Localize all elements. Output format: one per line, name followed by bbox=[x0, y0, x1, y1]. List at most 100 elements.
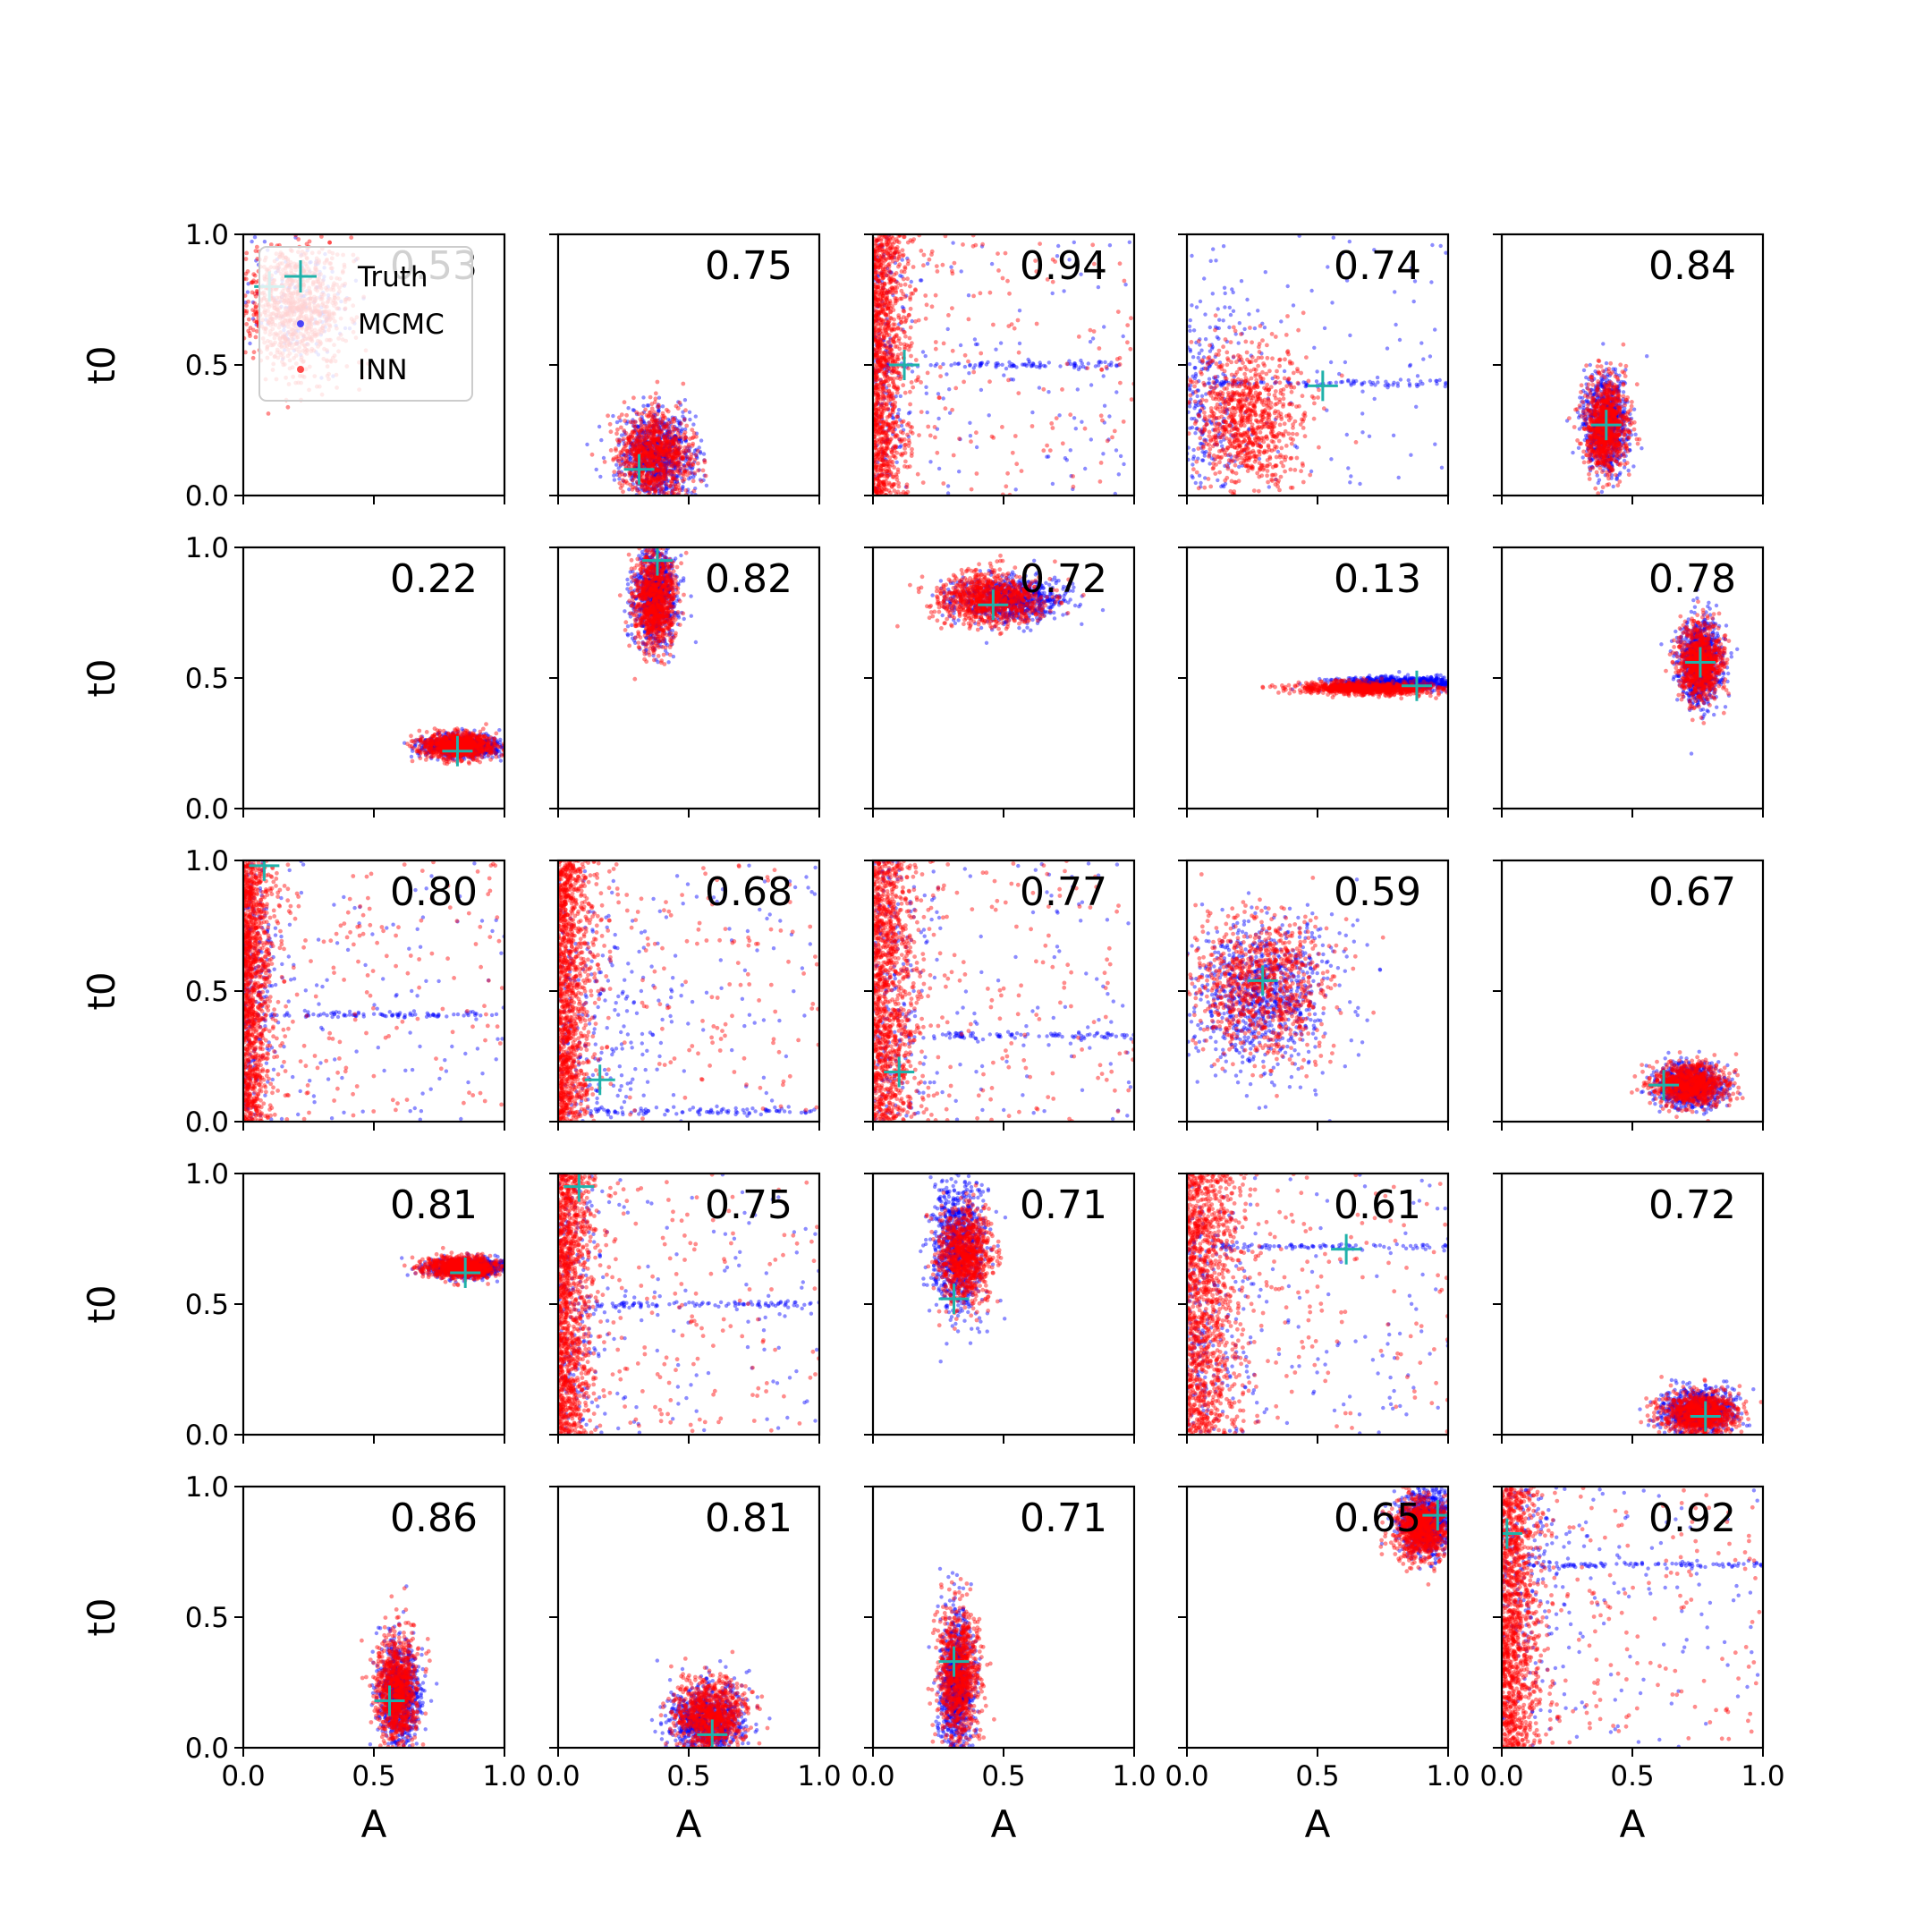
mcmc-point bbox=[1102, 325, 1106, 329]
mcmc-point bbox=[658, 480, 663, 486]
mcmc-point bbox=[648, 447, 653, 453]
inn-point bbox=[1281, 402, 1286, 407]
inn-point bbox=[925, 370, 930, 376]
inn-point bbox=[655, 420, 660, 426]
inn-point bbox=[876, 369, 881, 374]
mcmc-point bbox=[653, 445, 657, 449]
inn-point bbox=[874, 371, 879, 376]
inn-point bbox=[892, 255, 897, 260]
inn-point bbox=[634, 439, 640, 445]
inn-point bbox=[894, 290, 899, 295]
mcmc-point bbox=[888, 401, 893, 406]
inn-point bbox=[901, 419, 906, 424]
inn-point bbox=[252, 318, 257, 324]
inn-point bbox=[876, 401, 880, 405]
mcmc-point bbox=[1331, 235, 1336, 240]
mcmc-point bbox=[293, 235, 298, 240]
inn-point bbox=[897, 436, 902, 442]
inn-point bbox=[628, 482, 633, 487]
inn-point bbox=[633, 438, 639, 444]
inn-point bbox=[622, 400, 627, 405]
inn-point bbox=[702, 458, 708, 463]
mcmc-point bbox=[649, 436, 654, 441]
mcmc-point bbox=[663, 435, 668, 439]
mcmc-point bbox=[644, 423, 648, 428]
inn-point bbox=[1202, 414, 1208, 419]
inn-point bbox=[899, 327, 903, 332]
mcmc-point bbox=[1221, 318, 1225, 323]
mcmc-point bbox=[1223, 481, 1228, 487]
mcmc-point bbox=[880, 451, 886, 456]
mcmc-point bbox=[1260, 321, 1265, 326]
mcmc-point bbox=[876, 274, 881, 279]
mcmc-point bbox=[668, 444, 673, 448]
inn-point bbox=[875, 490, 879, 495]
mcmc-point bbox=[1367, 434, 1372, 438]
inn-point bbox=[1129, 316, 1133, 321]
mcmc-point bbox=[674, 476, 679, 480]
inn-point bbox=[1286, 418, 1292, 423]
mcmc-point bbox=[1199, 402, 1204, 408]
mcmc-point bbox=[1200, 427, 1205, 432]
inn-point bbox=[662, 466, 667, 471]
inn-point bbox=[881, 394, 886, 398]
mcmc-point bbox=[1270, 376, 1275, 381]
mcmc-point bbox=[901, 428, 906, 432]
mcmc-point bbox=[641, 461, 647, 465]
inn-point bbox=[669, 463, 674, 469]
mcmc-point bbox=[1208, 361, 1213, 367]
inn-point bbox=[882, 311, 887, 316]
mcmc-point bbox=[1433, 327, 1437, 332]
mcmc-point bbox=[1024, 363, 1030, 369]
inn-point bbox=[652, 419, 657, 425]
inn-point bbox=[672, 472, 677, 477]
inn-point bbox=[889, 276, 894, 282]
inn-point bbox=[650, 436, 656, 442]
inn-point bbox=[640, 411, 645, 416]
inn-point bbox=[651, 425, 657, 430]
inn-point bbox=[883, 459, 888, 463]
inn-point bbox=[640, 471, 644, 477]
inn-point bbox=[253, 293, 258, 299]
inn-point bbox=[670, 476, 675, 481]
inn-point bbox=[648, 464, 653, 469]
inn-point bbox=[644, 462, 648, 467]
inn-point bbox=[884, 322, 889, 327]
mcmc-point bbox=[647, 447, 651, 453]
mcmc-point bbox=[1042, 363, 1046, 369]
inn-point bbox=[647, 410, 652, 415]
inn-point bbox=[886, 252, 891, 257]
mcmc-point bbox=[1030, 361, 1036, 366]
inn-point bbox=[655, 445, 660, 451]
mcmc-point bbox=[1017, 309, 1022, 313]
mcmc-point bbox=[644, 462, 648, 467]
inn-point bbox=[640, 482, 645, 487]
inn-point bbox=[657, 456, 662, 462]
mcmc-point bbox=[955, 361, 961, 367]
inn-point bbox=[892, 240, 897, 245]
inn-point bbox=[879, 445, 885, 450]
mcmc-point bbox=[876, 368, 880, 372]
inn-point bbox=[252, 301, 257, 306]
inn-point bbox=[688, 470, 692, 476]
inn-point bbox=[1097, 479, 1103, 484]
inn-point bbox=[650, 437, 656, 443]
mcmc-point bbox=[662, 432, 666, 436]
inn-point bbox=[671, 470, 676, 475]
inn-point bbox=[909, 353, 913, 359]
mcmc-point bbox=[674, 479, 680, 484]
mcmc-point bbox=[628, 453, 633, 457]
mcmc-point bbox=[1188, 349, 1193, 353]
inn-point bbox=[876, 298, 881, 302]
inn-point bbox=[987, 379, 992, 385]
inn-point bbox=[880, 296, 886, 301]
inn-point bbox=[1292, 419, 1298, 424]
inn-point bbox=[296, 237, 301, 242]
mcmc-point bbox=[673, 434, 677, 438]
inn-point bbox=[243, 293, 248, 298]
inn-point bbox=[892, 385, 897, 389]
mcmc-point bbox=[634, 424, 639, 428]
inn-point bbox=[634, 450, 640, 455]
inn-point bbox=[950, 407, 954, 412]
inn-point bbox=[895, 281, 901, 286]
